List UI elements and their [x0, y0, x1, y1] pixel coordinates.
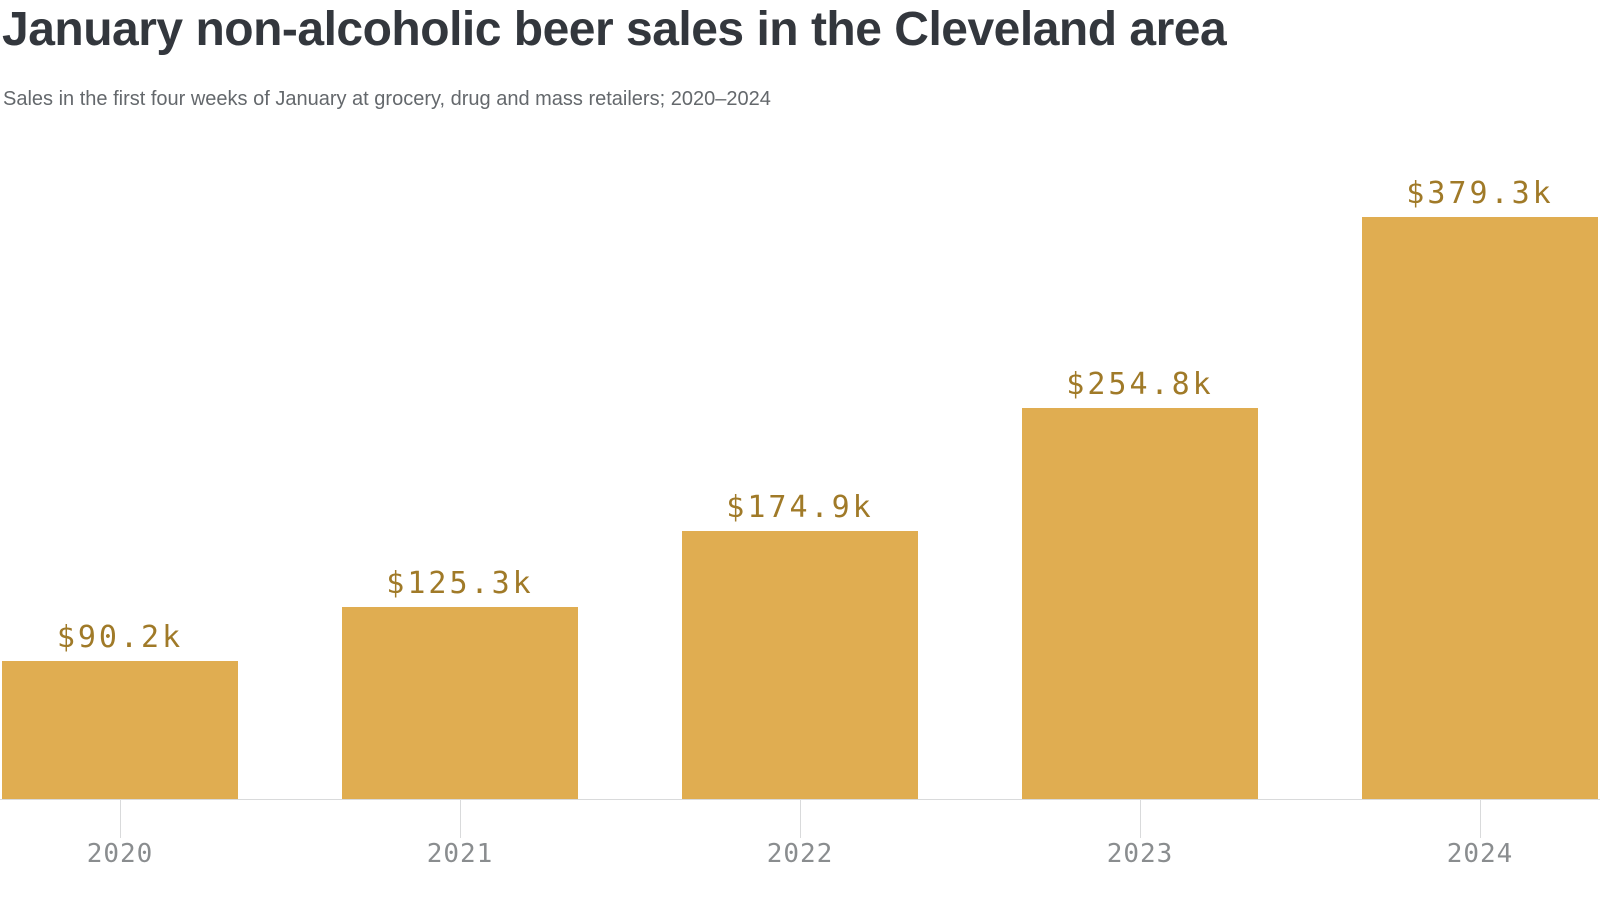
bar-2021 — [342, 607, 578, 799]
x-axis-label: 2021 — [426, 839, 494, 869]
bar-value-label: $379.3k — [1406, 176, 1554, 211]
bar-value-label: $174.9k — [726, 490, 874, 525]
x-axis-label: 2020 — [86, 839, 154, 869]
x-axis-line — [0, 799, 1600, 800]
bar-value-label: $125.3k — [386, 566, 534, 601]
x-axis-label: 2024 — [1446, 839, 1514, 869]
bar-2020 — [2, 661, 238, 799]
chart-title: January non-alcoholic beer sales in the … — [2, 3, 1227, 56]
chart-subtitle: Sales in the first four weeks of January… — [3, 88, 771, 110]
x-axis-label: 2023 — [1106, 839, 1174, 869]
bar-2022 — [682, 531, 918, 799]
x-axis-tick — [120, 800, 121, 838]
bar-2024 — [1362, 217, 1598, 799]
x-axis-tick — [800, 800, 801, 838]
bar-2023 — [1022, 408, 1258, 799]
x-axis-tick — [1140, 800, 1141, 838]
x-axis-label: 2022 — [766, 839, 834, 869]
bar-value-label: $90.2k — [56, 620, 184, 655]
x-axis-tick — [1480, 800, 1481, 838]
x-axis-tick — [460, 800, 461, 838]
bar-value-label: $254.8k — [1066, 367, 1214, 402]
